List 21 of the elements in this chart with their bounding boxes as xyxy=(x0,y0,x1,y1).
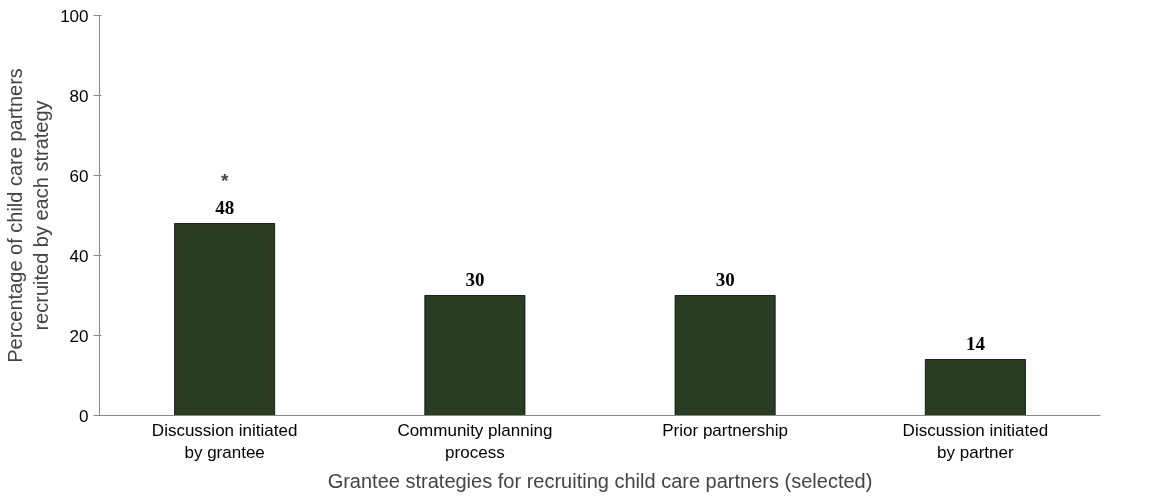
annotation: * xyxy=(220,169,229,191)
x-tick-label: Discussion initiated by grantee xyxy=(151,420,298,463)
y-tick-label: 60 xyxy=(69,166,89,186)
y-tick-label: 20 xyxy=(69,326,89,346)
y-tick-label: 0 xyxy=(79,406,89,426)
data-label: 30 xyxy=(465,268,485,290)
x-axis-title: Grantee strategies for recruiting child care partners (selected) xyxy=(327,470,873,493)
bar xyxy=(924,359,1026,416)
bar xyxy=(174,223,276,416)
data-label: 48 xyxy=(215,196,235,218)
data-label: 30 xyxy=(715,268,735,290)
x-tick-label: Community planning process xyxy=(397,420,553,463)
x-tick-label: Prior partnership xyxy=(662,420,788,440)
y-tick-label: 80 xyxy=(69,86,89,106)
data-label: 14 xyxy=(965,332,986,354)
y-tick-label: 40 xyxy=(69,246,89,266)
bar xyxy=(674,295,776,416)
y-axis-title: Percentage of child care partners recruited by each strategy xyxy=(3,68,53,363)
x-tick-label: Discussion initiated by partner xyxy=(902,420,1049,463)
y-tick-label: 100 xyxy=(60,6,89,26)
bar xyxy=(424,295,526,416)
